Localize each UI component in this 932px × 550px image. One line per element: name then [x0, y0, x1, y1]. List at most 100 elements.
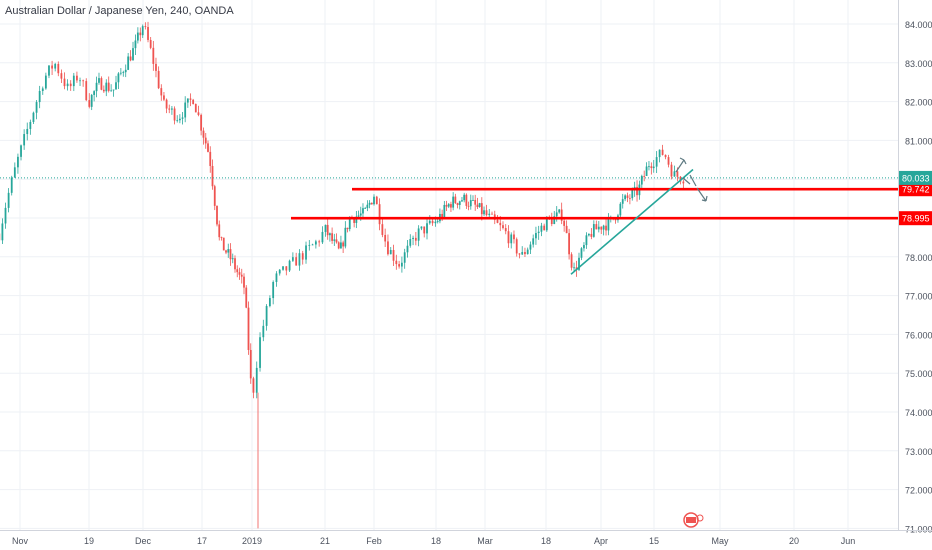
candle-body — [472, 199, 474, 201]
candle-body — [207, 143, 209, 152]
candle-body — [326, 224, 329, 236]
event-marker-icon[interactable] — [683, 512, 704, 528]
candle-body — [218, 224, 221, 238]
candle-body — [247, 307, 250, 350]
candle-body — [375, 196, 378, 205]
candle-body — [29, 121, 32, 129]
candle-body — [72, 75, 75, 87]
arrow-up-icon[interactable] — [675, 157, 687, 173]
candle-body — [667, 157, 670, 165]
candle-body — [585, 235, 588, 246]
candle-body — [93, 91, 96, 95]
candle-body — [619, 203, 622, 216]
candle-body — [216, 205, 218, 225]
candle-body — [458, 201, 461, 205]
candle-body — [650, 166, 653, 169]
candle-body — [136, 32, 139, 41]
candle-body — [115, 82, 117, 90]
level-price-badge — [899, 182, 932, 197]
candle-body — [340, 242, 342, 249]
candle-body — [197, 112, 200, 115]
candle-body — [568, 233, 570, 255]
candle-body — [262, 325, 265, 338]
candle-body — [357, 215, 360, 217]
candle-body — [194, 104, 197, 113]
candle-body — [238, 272, 241, 275]
arrow-down-icon[interactable] — [682, 174, 697, 187]
candle-body — [461, 200, 463, 202]
candle-body — [600, 226, 603, 230]
trend-line[interactable] — [570, 168, 694, 275]
candle-body — [555, 212, 558, 217]
candle-body — [573, 267, 575, 269]
candle-body — [171, 108, 173, 110]
candle-body — [521, 252, 524, 255]
candle-body — [550, 218, 553, 225]
candle-body — [79, 80, 81, 82]
candle-body — [308, 244, 311, 246]
grid-lines — [0, 0, 898, 530]
candle-body — [578, 257, 580, 270]
candle-body — [282, 266, 284, 270]
candle-body — [63, 78, 66, 87]
candle-body — [679, 176, 682, 182]
candle-body — [311, 244, 314, 246]
candle-body — [305, 245, 307, 260]
level-price-badge — [899, 211, 932, 226]
candle-body — [392, 250, 395, 261]
candle-body — [474, 199, 477, 205]
candle-body — [626, 195, 629, 198]
current-price-badge — [899, 170, 932, 185]
candle-body — [119, 72, 122, 74]
candle-body — [275, 273, 278, 282]
time-tick-label: 17 — [197, 536, 207, 546]
candle-body — [645, 166, 648, 177]
candle-body — [529, 244, 532, 250]
arrow-down-right-icon[interactable] — [696, 187, 708, 202]
candle-body — [157, 70, 160, 89]
candle-body — [436, 221, 439, 222]
candle-body — [60, 73, 63, 79]
candle-body — [278, 269, 281, 274]
candle-body — [406, 245, 409, 253]
candle-body — [129, 56, 132, 61]
candle-body — [189, 98, 192, 100]
price-tick-label: 81.000 — [905, 136, 932, 146]
candle-body — [362, 208, 364, 214]
candle-body — [124, 69, 127, 73]
candle-body — [524, 252, 526, 255]
candle-body — [107, 82, 110, 91]
time-tick-label: 18 — [431, 536, 441, 546]
time-axis: Nov 19 Dec 17 2019 21 Feb 18 Mar 18 Apr 15 May 20 Jun — [0, 530, 932, 546]
candle-body — [132, 48, 134, 61]
candle-body — [10, 177, 13, 193]
candle-body — [532, 238, 535, 245]
candle-body — [110, 90, 113, 92]
time-tick-label: Jun — [841, 536, 856, 546]
candle-body — [102, 89, 105, 92]
candle-body — [149, 39, 152, 48]
drawings — [0, 157, 898, 528]
candle-body — [7, 192, 10, 208]
candle-body — [553, 216, 556, 225]
candle-body — [412, 237, 414, 240]
candle-body — [348, 217, 351, 230]
candle-body — [682, 181, 685, 184]
candle-body — [370, 202, 373, 205]
candle-body — [526, 249, 529, 255]
candle-body — [209, 151, 212, 166]
candle-body — [504, 228, 507, 232]
time-tick-label: Feb — [366, 536, 382, 546]
candle-body — [69, 83, 72, 87]
candle-body — [329, 233, 331, 236]
candle-body — [321, 231, 324, 243]
current-price-label: 80.033 — [902, 173, 930, 183]
candle-body — [452, 196, 455, 208]
candle-body — [54, 63, 57, 69]
candle-body — [225, 250, 227, 253]
candle-body — [173, 108, 176, 121]
candle-body — [141, 26, 144, 36]
candle-body — [100, 78, 103, 90]
candle-body — [545, 216, 548, 231]
candle-body — [342, 242, 345, 247]
